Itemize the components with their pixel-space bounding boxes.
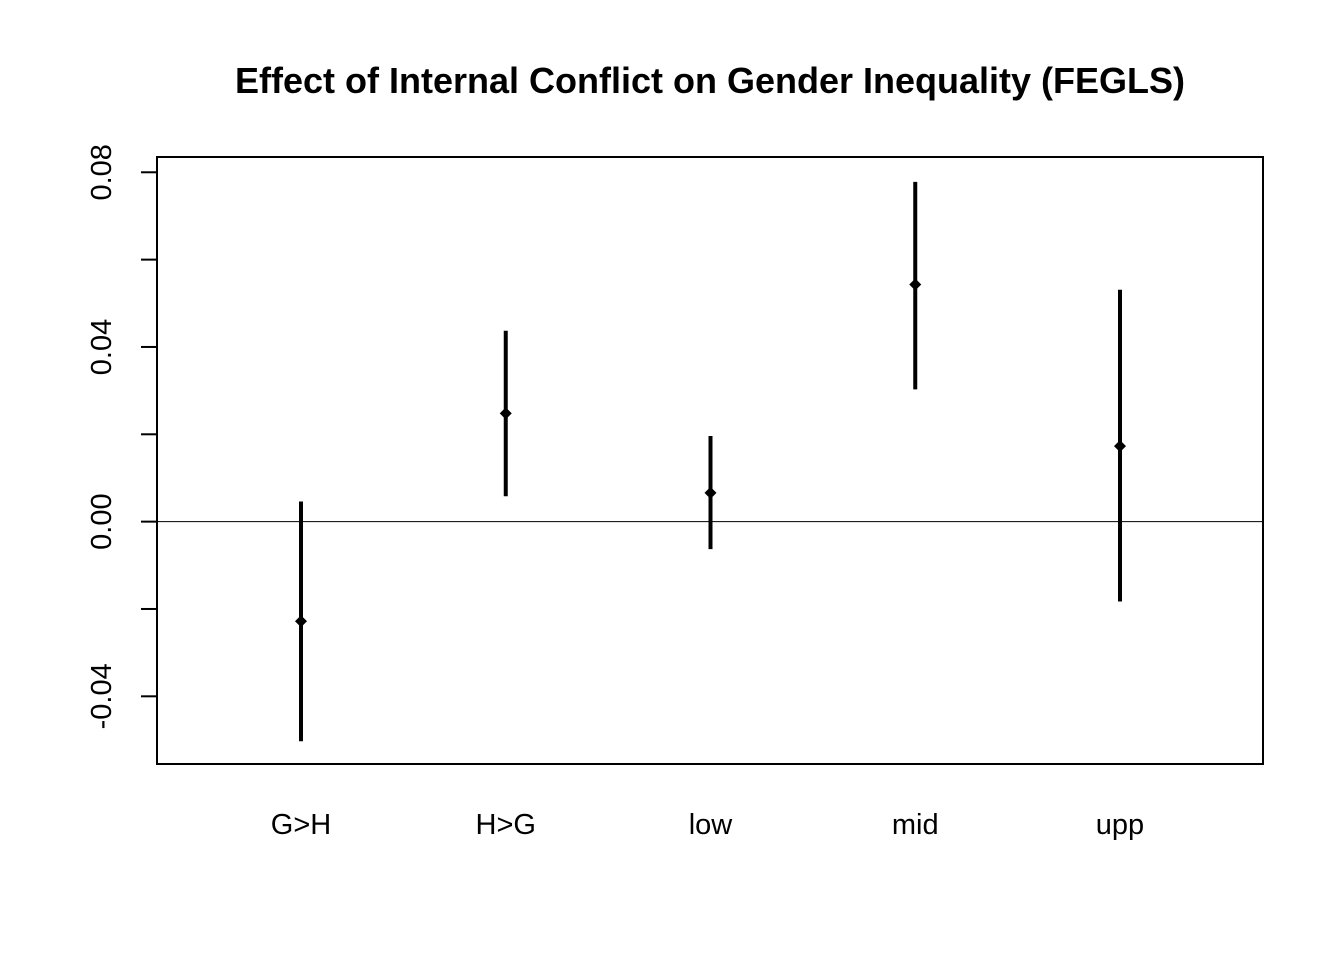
data-marks: [295, 181, 1126, 742]
x-tick-label: H>G: [476, 809, 536, 841]
x-tick-label: G>H: [271, 809, 331, 841]
x-tick-label: low: [689, 809, 734, 841]
x-axis: G>H H>G low mid upp: [271, 809, 1144, 841]
point-estimate: [295, 615, 307, 628]
y-axis: -0.04 0.00 0.04 0.08: [86, 144, 157, 729]
y-tick-label: 0.08: [86, 144, 118, 200]
point-estimate: [704, 486, 717, 499]
point-estimate: [909, 278, 922, 291]
x-tick-label: mid: [892, 809, 939, 841]
y-tick-label: 0.00: [86, 493, 118, 549]
point-estimate: [1114, 440, 1126, 453]
y-tick-label: -0.04: [86, 663, 118, 729]
y-tick-label: 0.04: [86, 319, 118, 375]
point-estimate: [499, 407, 512, 420]
plot-frame: [156, 156, 1264, 765]
x-tick-label: upp: [1096, 809, 1144, 841]
chart-title: Effect of Internal Conflict on Gender In…: [235, 60, 1185, 101]
